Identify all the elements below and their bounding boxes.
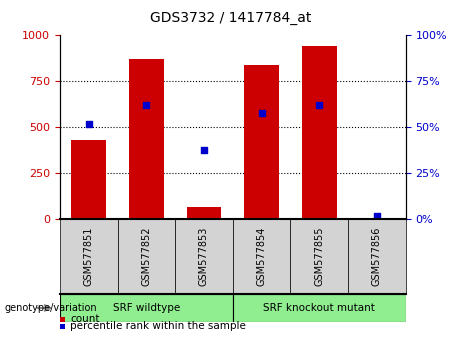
Point <box>142 103 150 108</box>
Bar <box>60 294 233 322</box>
Point <box>373 213 381 219</box>
Bar <box>348 219 406 294</box>
Bar <box>290 219 348 294</box>
Bar <box>71 140 106 219</box>
Text: SRF wildtype: SRF wildtype <box>113 303 180 313</box>
Text: GSM577856: GSM577856 <box>372 227 382 286</box>
Bar <box>233 294 406 322</box>
Text: SRF knockout mutant: SRF knockout mutant <box>263 303 375 313</box>
Text: GSM577851: GSM577851 <box>84 227 94 286</box>
Text: GSM577852: GSM577852 <box>142 227 151 286</box>
Text: genotype/variation: genotype/variation <box>5 303 97 313</box>
Point <box>315 103 323 108</box>
Point <box>258 110 266 115</box>
Bar <box>60 324 65 329</box>
Bar <box>60 316 65 322</box>
Bar <box>60 219 118 294</box>
Text: GSM577855: GSM577855 <box>314 227 324 286</box>
Text: GSM577854: GSM577854 <box>257 227 266 286</box>
Bar <box>244 65 279 219</box>
Bar <box>233 219 290 294</box>
Text: count: count <box>70 314 100 324</box>
Bar <box>118 219 175 294</box>
Text: GSM577853: GSM577853 <box>199 227 209 286</box>
Text: GDS3732 / 1417784_at: GDS3732 / 1417784_at <box>150 11 311 25</box>
Bar <box>187 207 221 219</box>
Text: percentile rank within the sample: percentile rank within the sample <box>70 321 246 331</box>
Bar <box>360 218 394 219</box>
Bar <box>175 219 233 294</box>
Bar <box>302 46 337 219</box>
Bar <box>129 59 164 219</box>
Point <box>85 121 92 127</box>
Point <box>200 147 207 152</box>
